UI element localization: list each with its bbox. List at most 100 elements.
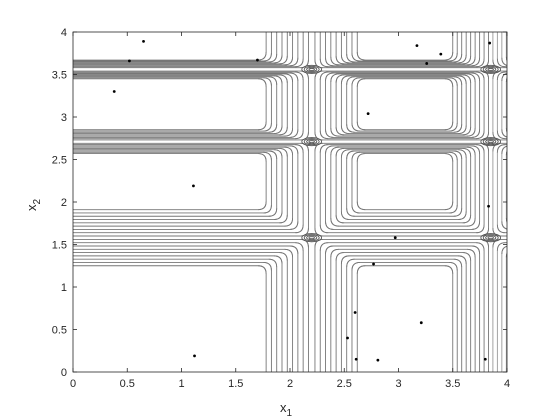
contour-line-horizontal [73, 252, 472, 261]
contour-line-horizontal [73, 145, 507, 154]
contour-line-horizontal [73, 146, 507, 156]
contour-line-horizontal [73, 142, 507, 152]
x-axis-label-sub: 1 [286, 408, 292, 419]
contour-line-vertical [462, 32, 472, 372]
y-tick-label: 1 [61, 282, 67, 294]
contour-line-vertical [258, 32, 267, 372]
y-axis-label-sub: 2 [32, 199, 43, 205]
contour-line-horizontal [73, 150, 463, 160]
contour-line-horizontal [73, 224, 507, 234]
contour-line-vertical [340, 32, 350, 372]
data-point [439, 52, 443, 56]
contour-ring [482, 234, 499, 242]
contour-line-horizontal [73, 52, 458, 62]
contour-line-vertical [356, 32, 366, 372]
contour-line-vertical [453, 32, 463, 372]
contour-lines [73, 0, 532, 415]
contour-line-horizontal [73, 121, 454, 131]
contour-ring [480, 64, 502, 74]
y-axis-ticks: 0 0.5 1 1.5 2 2.5 3 3.5 4 [52, 27, 507, 379]
contour-line-horizontal [73, 70, 507, 80]
contour-ring [308, 67, 315, 71]
y-axis-label-base: x [24, 204, 39, 211]
contour-line-vertical [351, 32, 360, 372]
data-point [256, 58, 259, 62]
contour-line-vertical [289, 32, 299, 372]
contour-line-vertical [314, 32, 323, 372]
contour-line-vertical [480, 32, 490, 372]
x-tick-label: 2 [287, 378, 293, 390]
contour-line-horizontal [73, 55, 472, 65]
data-point [483, 357, 487, 361]
contour-line-horizontal [73, 221, 507, 230]
contour-ring [306, 66, 318, 72]
contour-line-horizontal [73, 125, 467, 135]
contour-line-horizontal [73, 248, 507, 258]
contour-line-horizontal [73, 255, 467, 264]
x-tick-label: 0 [70, 378, 76, 390]
contour-ring [485, 139, 497, 145]
x-axis-label-base: x [280, 400, 287, 415]
contour-line-vertical [496, 32, 506, 372]
contour-line-horizontal [73, 123, 458, 132]
contour-line-vertical [346, 32, 355, 372]
contour-line-vertical [524, 0, 532, 415]
plot-frame [72, 31, 508, 373]
contour-line-horizontal [73, 59, 507, 69]
y-tick-label: 3.5 [52, 70, 67, 82]
contour-line-horizontal [73, 76, 463, 85]
contour-line-horizontal [73, 201, 454, 211]
contour-line-vertical [505, 32, 507, 372]
contour-ring [487, 140, 494, 144]
contour-line-vertical [268, 32, 278, 372]
x-axis-label: x1 [280, 400, 293, 419]
contour-line-vertical [335, 32, 345, 372]
scatter-points [112, 39, 492, 362]
contour-line-horizontal [73, 56, 507, 66]
contour-line-vertical [284, 32, 294, 372]
data-point [346, 336, 349, 340]
contour-ring [303, 65, 320, 73]
contour-line-horizontal [73, 129, 507, 138]
x-tick-label: 3 [395, 378, 401, 390]
contour-line-horizontal [73, 58, 507, 68]
x-tick-label: 3.5 [445, 378, 460, 390]
contour-line-horizontal [73, 153, 454, 162]
contour-ring [480, 137, 502, 147]
contour-line-vertical [300, 32, 309, 372]
contour-line-horizontal [73, 238, 507, 248]
contour-line-vertical [520, 0, 528, 415]
contour-line-vertical [273, 32, 283, 372]
contour-line-horizontal [73, 258, 463, 268]
contour-ring [303, 138, 320, 146]
x-axis-ticks: 0 0.5 1 1.5 2 2.5 3 3.5 4 [70, 32, 510, 390]
contour-line-vertical [501, 32, 507, 372]
contour-line-horizontal [73, 73, 507, 82]
contour-line-horizontal [73, 74, 472, 83]
contour-line-vertical [511, 0, 519, 415]
contour-ring [485, 66, 497, 72]
y-tick-label: 4 [61, 27, 67, 39]
contour-line-vertical [279, 32, 288, 372]
contour-line-horizontal [73, 214, 472, 224]
data-point [376, 358, 380, 362]
contour-ring [308, 236, 315, 240]
contour-ring [306, 235, 318, 241]
contour-ring [308, 140, 315, 144]
contour-line-vertical [476, 32, 485, 372]
x-tick-label: 4 [504, 378, 510, 390]
contour-line-horizontal [73, 245, 507, 255]
data-point [193, 354, 196, 358]
data-point [415, 44, 419, 47]
contour-line-horizontal [73, 265, 454, 274]
data-point [112, 90, 116, 93]
contour-line-horizontal [73, 242, 507, 251]
contour-line-vertical [458, 32, 467, 372]
contour-ring [482, 138, 499, 146]
y-tick-label: 2.5 [52, 155, 67, 167]
data-point [192, 184, 195, 188]
y-tick-label: 2 [61, 197, 67, 209]
contour-ring [482, 65, 499, 73]
